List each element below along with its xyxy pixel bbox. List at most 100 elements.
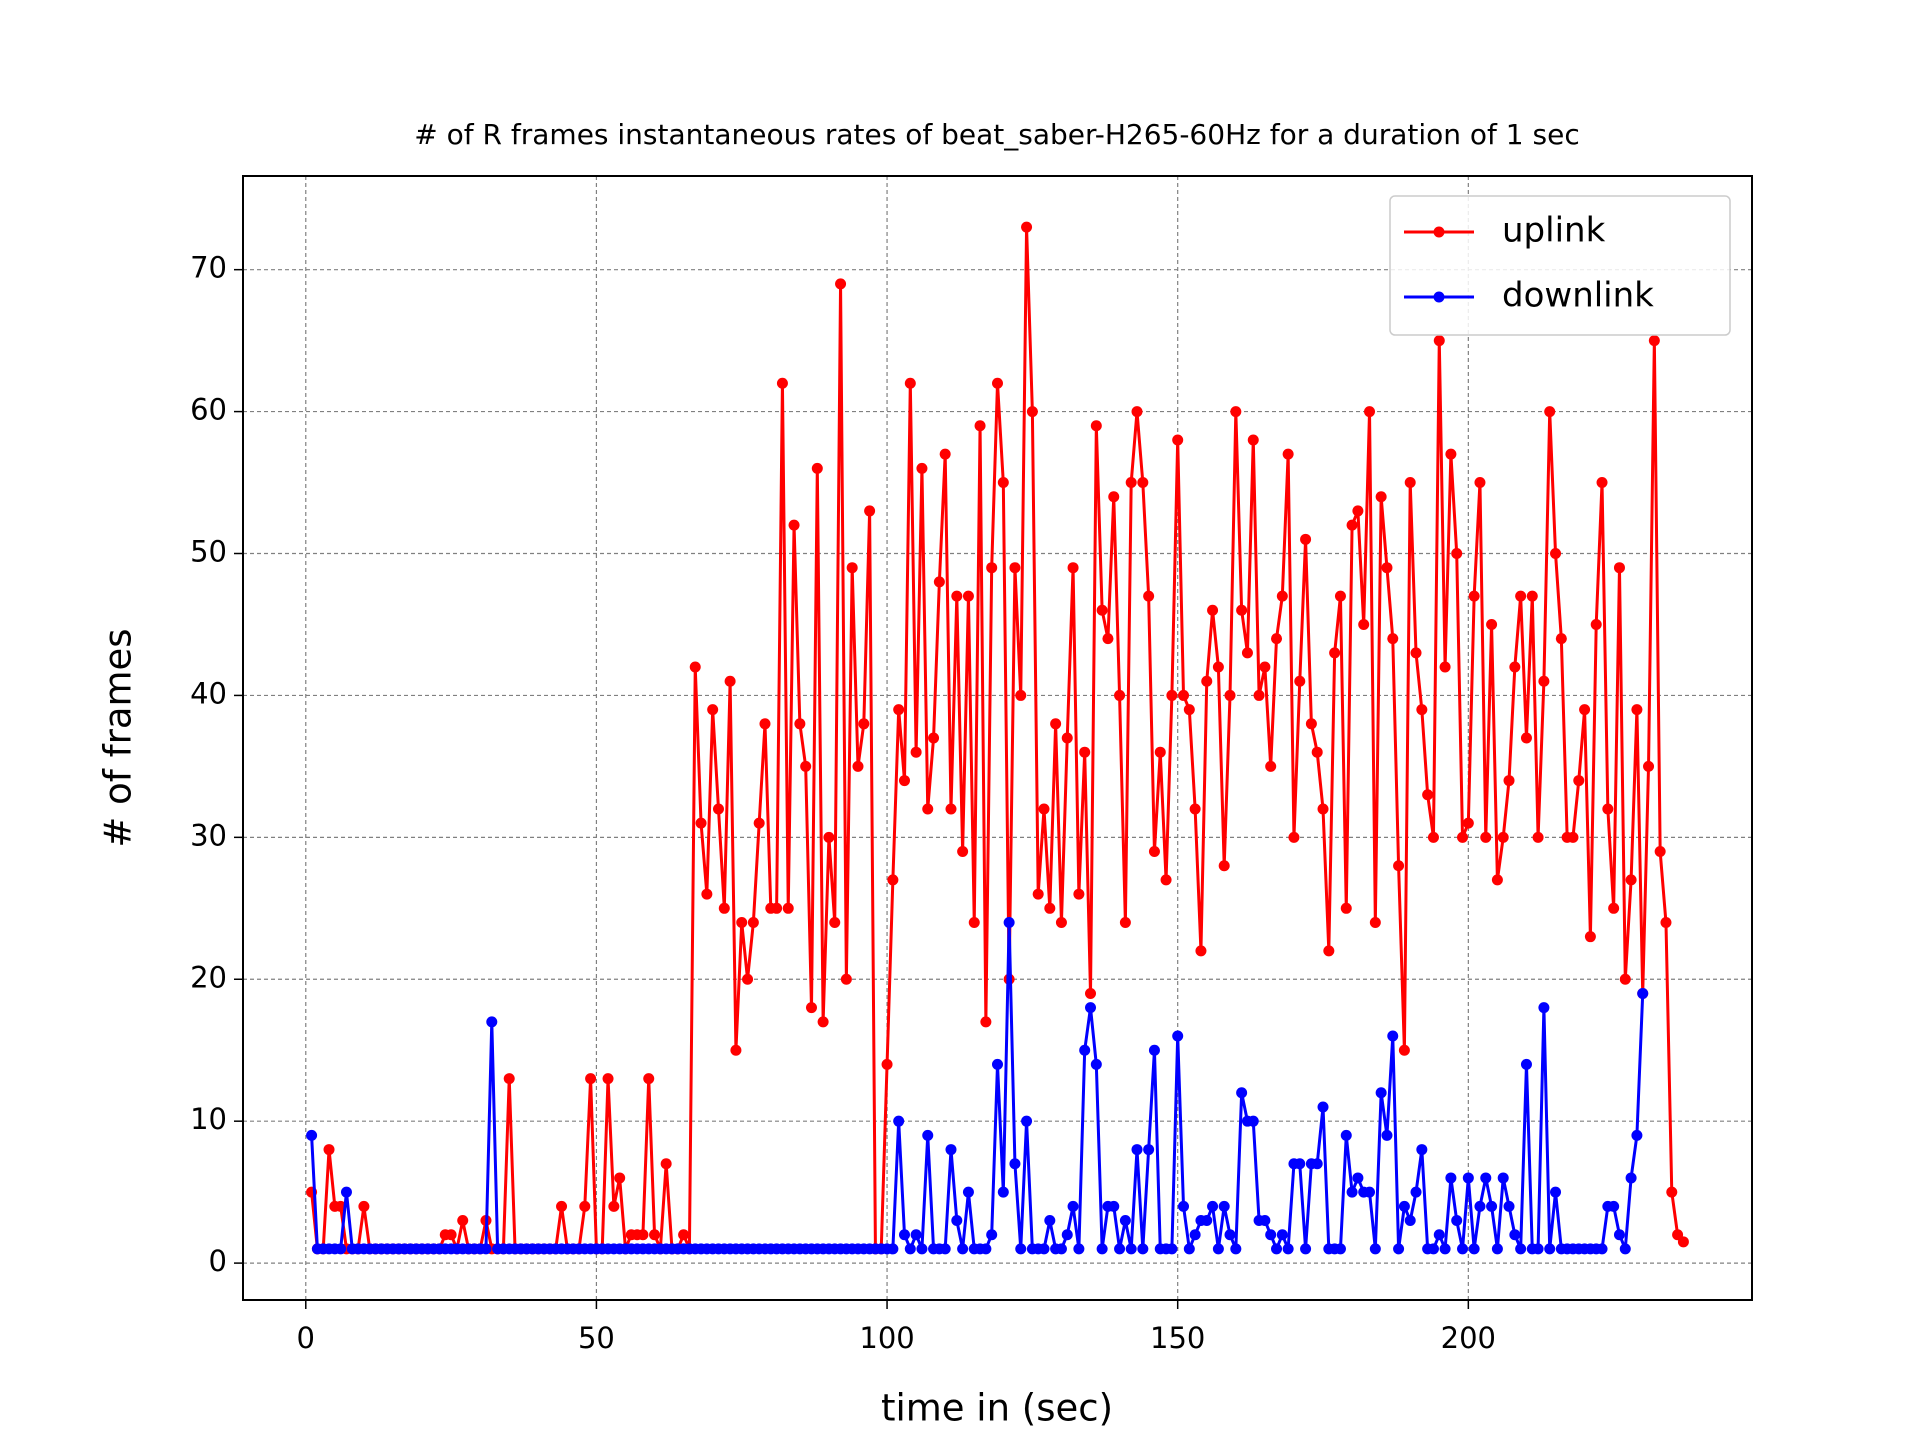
data-point: [1259, 1215, 1271, 1227]
data-point: [480, 1243, 492, 1255]
y-tick-label: 0: [209, 1244, 227, 1278]
data-point: [852, 760, 864, 772]
data-point: [1596, 477, 1608, 489]
data-point: [1422, 789, 1434, 801]
data-point: [846, 562, 858, 574]
x-tick-label: 100: [859, 1321, 914, 1355]
data-point: [858, 718, 870, 730]
data-point: [1131, 406, 1143, 418]
data-point: [1166, 689, 1178, 701]
data-point: [1608, 1200, 1620, 1212]
data-point: [1224, 1229, 1236, 1241]
data-point: [1445, 1172, 1457, 1184]
data-point: [1247, 434, 1259, 446]
data-point: [637, 1229, 649, 1241]
data-point: [1305, 718, 1317, 730]
data-point: [1480, 1172, 1492, 1184]
data-point: [962, 590, 974, 602]
data-point: [1486, 1200, 1498, 1212]
data-point: [712, 803, 724, 815]
data-point: [643, 1073, 655, 1085]
data-point: [1311, 1158, 1323, 1170]
data-point: [1009, 1158, 1021, 1170]
data-point: [800, 760, 812, 772]
data-point: [997, 1186, 1009, 1198]
data-point: [358, 1200, 370, 1212]
data-point: [1526, 590, 1538, 602]
data-point: [1346, 519, 1358, 531]
data-point: [1427, 1243, 1439, 1255]
legend-label: downlink: [1502, 276, 1654, 316]
data-point: [805, 1002, 817, 1014]
data-point: [1538, 1002, 1550, 1014]
legend-box: [1389, 195, 1731, 336]
data-point: [579, 1200, 591, 1212]
data-point: [1323, 945, 1335, 957]
data-point: [678, 1229, 690, 1241]
data-point: [835, 278, 847, 290]
data-point: [1491, 874, 1503, 886]
data-point: [1416, 704, 1428, 716]
chart-title: # of R frames instantaneous rates of bea…: [414, 118, 1579, 151]
data-point: [1381, 1129, 1393, 1141]
data-point: [1480, 831, 1492, 843]
data-point: [1398, 1200, 1410, 1212]
data-point: [1137, 477, 1149, 489]
data-point: [1520, 732, 1532, 744]
data-point: [1212, 661, 1224, 673]
data-point: [1265, 760, 1277, 772]
data-point: [1538, 675, 1550, 687]
data-point: [1497, 1172, 1509, 1184]
data-point: [1375, 491, 1387, 503]
legend-label: uplink: [1502, 211, 1606, 251]
data-point: [1195, 945, 1207, 957]
data-point: [1590, 618, 1602, 630]
data-point: [1271, 1243, 1283, 1255]
data-point: [724, 675, 736, 687]
data-point: [689, 661, 701, 673]
data-point: [1474, 477, 1486, 489]
data-point: [823, 831, 835, 843]
data-point: [1032, 888, 1044, 900]
data-point: [788, 519, 800, 531]
data-point: [1532, 1243, 1544, 1255]
data-point: [1462, 817, 1474, 829]
data-point: [1369, 916, 1381, 928]
data-point: [1114, 689, 1126, 701]
data-point: [1340, 902, 1352, 914]
data-point: [1544, 406, 1556, 418]
data-point: [1282, 448, 1294, 460]
data-point: [904, 1243, 916, 1255]
data-point: [939, 448, 951, 460]
data-point: [1602, 803, 1614, 815]
data-point: [1119, 1215, 1131, 1227]
legend: uplink downlink: [1389, 195, 1731, 336]
data-point: [1218, 1200, 1230, 1212]
plot-frame: [242, 175, 1753, 1301]
data-point: [1201, 1215, 1213, 1227]
data-point: [1148, 1044, 1160, 1056]
data-point: [1096, 604, 1108, 616]
data-point: [1340, 1129, 1352, 1141]
data-point: [1486, 618, 1498, 630]
data-point: [1381, 562, 1393, 574]
y-tick-label: 10: [190, 1102, 227, 1136]
data-point: [1154, 746, 1166, 758]
x-tick-label: 0: [297, 1321, 315, 1355]
data-point: [1317, 803, 1329, 815]
data-point: [1515, 590, 1527, 602]
data-point: [503, 1073, 515, 1085]
data-point: [614, 1172, 626, 1184]
data-point: [1201, 675, 1213, 687]
data-point: [1398, 1044, 1410, 1056]
data-point: [1619, 1243, 1631, 1255]
data-point: [881, 1058, 893, 1070]
data-point: [1236, 1087, 1248, 1099]
data-point: [933, 576, 945, 588]
data-point: [1114, 1243, 1126, 1255]
data-point: [1619, 973, 1631, 985]
data-point: [1212, 1243, 1224, 1255]
data-point: [602, 1073, 614, 1085]
data-point: [1125, 477, 1137, 489]
data-point: [771, 902, 783, 914]
